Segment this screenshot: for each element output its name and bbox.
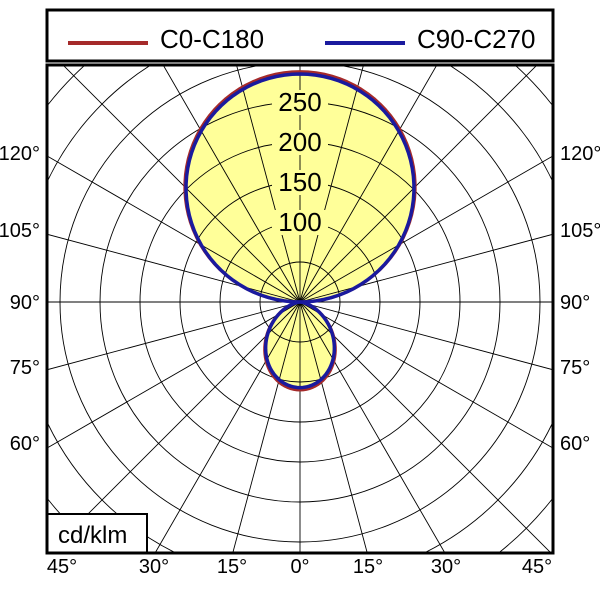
grid-radial-165 [299,301,368,552]
right-angle-labels: 120° 105° 90° 75° 60° [560,143,600,455]
angle-label-left-120: 120° [0,143,40,165]
tick-label-250: 250 [278,87,321,117]
tick-label-bg [272,170,328,195]
tick-label-200: 200 [278,127,321,157]
angle-label-left-105: 105° [0,220,40,242]
left-angle-labels: 120° 105° 90° 75° 60° [0,143,40,455]
grid-radial-120 [299,301,552,449]
angle-label-bottom-0: 0° [290,556,309,578]
angle-label-bottom-30r: 30° [431,556,461,578]
radial-tick-labels: 250 200 150 100 [272,87,328,237]
grid-radial-60 [299,155,552,303]
angle-label-bottom-30l: 30° [139,556,169,578]
curve-lower-c90-c270 [263,300,337,390]
grid-radial-330 [163,66,301,303]
grid-radial-225 [49,301,301,552]
angle-label-bottom-45l: 45° [47,556,77,578]
tick-label-bg [272,130,328,155]
tick-label-bg [272,210,328,235]
angle-label-left-75: 75° [10,357,40,379]
grid-radial-210 [155,301,301,552]
angle-label-bottom-15l: 15° [217,556,247,578]
curve-upper-c90-c270 [184,72,416,304]
legend-label-c0-c180: C0-C180 [160,24,264,54]
grid-radial-315 [63,66,301,303]
units-box-frame [46,513,148,554]
angle-label-right-120: 120° [560,143,600,165]
grid-radial-30 [299,66,437,303]
tick-label-100: 100 [278,207,321,237]
grid-radial-255 [48,301,301,370]
units-box: cd/klm [46,513,148,554]
angle-label-bottom-15r: 15° [353,556,383,578]
grid-radial-105 [299,301,552,370]
angle-label-bottom-45r: 45° [522,556,552,578]
plot-border [45,63,555,555]
grid-radial-195 [232,301,301,552]
legend-label-c90-c270: C90-C270 [417,24,536,54]
grid-radial-150 [299,301,445,552]
grid-radial-240 [48,301,301,449]
grid-radial-300 [48,155,301,303]
grid-radial-285 [48,234,301,303]
units-label: cd/klm [58,522,127,549]
angle-label-right-60: 60° [560,433,590,455]
angle-label-left-60: 60° [10,433,40,455]
angle-label-right-75: 75° [560,357,590,379]
tick-label-bg [272,90,328,115]
grid-radial-45 [299,66,537,303]
legend-box [45,8,555,63]
angle-label-right-90: 90° [560,292,590,314]
bottom-angle-labels: 45° 30° 15° 0° 15° 30° 45° [47,556,552,578]
tick-label-150: 150 [278,167,321,197]
grid-radial-135 [299,301,551,552]
legend: C0-C180 C90-C270 [45,8,555,63]
angle-label-right-105: 105° [560,220,600,242]
angle-label-left-90: 90° [10,292,40,314]
grid-radial-75 [299,234,552,303]
